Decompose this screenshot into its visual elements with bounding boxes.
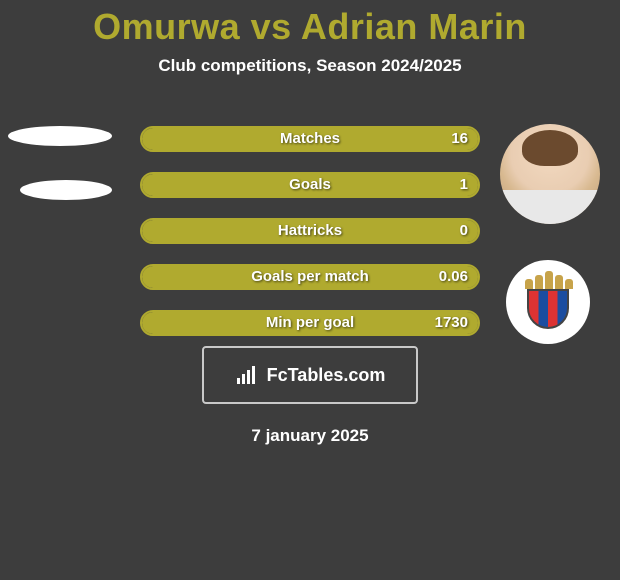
right-player-avatar	[500, 124, 600, 224]
stat-bar-value-right: 16	[451, 128, 468, 150]
crest-crown-icon	[525, 271, 571, 289]
stat-bar-label: Goals	[142, 174, 478, 196]
stat-bar-value-right: 1	[460, 174, 468, 196]
left-player-avatar	[8, 112, 112, 216]
avatar-placeholder-shape	[8, 126, 112, 146]
stat-bar: Min per goal1730	[140, 310, 480, 336]
stat-bar-label: Goals per match	[142, 266, 478, 288]
stat-bar-value-right: 1730	[435, 312, 468, 334]
stat-bar-label: Hattricks	[142, 220, 478, 242]
bar-chart-icon	[235, 362, 261, 388]
stat-bar: Hattricks0	[140, 218, 480, 244]
right-club-crest	[506, 260, 590, 344]
crest-shield-icon	[527, 289, 569, 329]
subtitle: Club competitions, Season 2024/2025	[0, 56, 620, 76]
brand-text: FcTables.com	[267, 365, 386, 386]
avatar-placeholder-shape	[20, 180, 112, 200]
comparison-bars: Matches16 Goals1 Hattricks0 Goals per match…	[140, 126, 480, 356]
date-label: 7 january 2025	[0, 426, 620, 446]
stat-bar-value-right: 0.06	[439, 266, 468, 288]
stat-bar: Goals1	[140, 172, 480, 198]
stat-bar-label: Matches	[142, 128, 478, 150]
brand-watermark: FcTables.com	[202, 346, 418, 404]
stat-bar-label: Min per goal	[142, 312, 478, 334]
stat-bar: Goals per match0.06	[140, 264, 480, 290]
stat-bar: Matches16	[140, 126, 480, 152]
stat-bar-value-right: 0	[460, 220, 468, 242]
page-title: Omurwa vs Adrian Marin	[0, 0, 620, 48]
